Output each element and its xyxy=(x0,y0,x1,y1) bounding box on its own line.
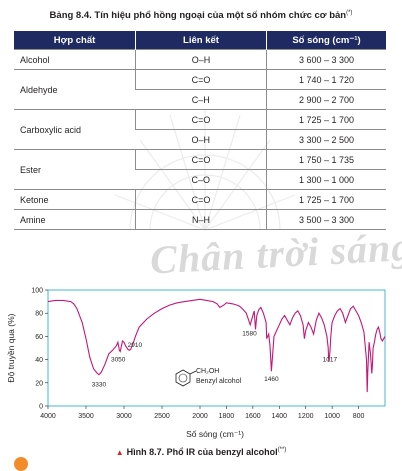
cell-bond: C–H xyxy=(135,89,267,110)
table-row: Carboxylic acid C=O 1 725 – 1 700 xyxy=(14,109,386,150)
triangle-icon: ▲ xyxy=(115,448,124,457)
cell-bond: C=O xyxy=(135,109,267,130)
cell-compound: Amine xyxy=(14,209,136,230)
x-tick-label: 800 xyxy=(353,413,365,420)
benzyl-alcohol-structure: CH₂OH Benzyl alcohol xyxy=(175,368,242,387)
peak-label: 1460 xyxy=(264,376,279,383)
cell-wavenumber: 3 500 – 3 300 xyxy=(266,209,386,230)
peak-label: 3330 xyxy=(92,382,107,389)
x-tick-label: 1400 xyxy=(271,413,287,420)
cell-compound: Alcohol xyxy=(14,49,136,70)
y-tick-label: 40 xyxy=(35,357,43,364)
table-row: Aldehyde C=O 1 740 – 1 720 xyxy=(14,69,386,110)
x-tick-label: 1800 xyxy=(219,413,235,420)
x-tick-label: 3500 xyxy=(78,413,94,420)
cell-bond: O–H xyxy=(135,49,267,70)
figure-caption: ▲ Hình 8.7. Phổ IR của benzyl alcohol(**) xyxy=(115,447,287,457)
y-axis-label: Độ truyền qua (%) xyxy=(6,313,16,382)
cell-wavenumber: 1 725 – 1 700 xyxy=(266,109,386,130)
cell-bond: O–H xyxy=(135,129,267,150)
table-row: C–O 1 300 – 1 000 xyxy=(14,169,386,190)
cell-bond: C=O xyxy=(135,189,267,210)
header-wavenumber: Số sóng (cm⁻¹) xyxy=(266,31,386,50)
page-corner-circle-icon xyxy=(14,457,28,471)
x-tick-label: 2500 xyxy=(154,413,170,420)
table-row: Ester C=O 1 750 – 1 735 xyxy=(14,149,386,190)
cell-wavenumber: 1 750 – 1 735 xyxy=(266,149,386,170)
y-tick-label: 60 xyxy=(35,334,43,341)
cell-bond: C–O xyxy=(135,169,267,190)
peak-label: 3050 xyxy=(111,356,126,363)
table-row: Ketone C=O 1 725 – 1 700 xyxy=(14,189,386,210)
cell-compound: Aldehyde xyxy=(14,69,136,110)
header-compound: Hợp chất xyxy=(14,31,136,50)
ir-series-line xyxy=(47,298,386,393)
cell-compound: Ester xyxy=(14,149,136,190)
cell-wavenumber: 2 900 – 2 700 xyxy=(266,89,386,110)
ir-spectrum-chart: 0 20 40 60 80 100 4000 3500 3000 2500 2000 1800 160… xyxy=(0,282,402,447)
cell-wavenumber: 3 300 – 2 500 xyxy=(266,129,386,150)
x-tick-label: 1000 xyxy=(324,413,340,420)
y-tick-label: 20 xyxy=(35,380,43,387)
cell-wavenumber: 1 300 – 1 000 xyxy=(266,169,386,190)
peak-label: 1580 xyxy=(242,330,257,337)
cell-wavenumber: 1 725 – 1 700 xyxy=(266,189,386,210)
table-row: O–H 3 300 – 2 500 xyxy=(14,129,386,150)
y-tick-label: 80 xyxy=(35,311,43,318)
cell-bond: N–H xyxy=(135,209,267,230)
table-row: Alcohol O–H 3 600 – 3 300 xyxy=(14,49,386,70)
cell-bond: C=O xyxy=(135,69,267,90)
table-row: Amine N–H 3 500 – 3 300 xyxy=(14,209,386,230)
plot-frame xyxy=(47,289,386,407)
y-tick-label: 0 xyxy=(39,404,43,411)
table-title: Bảng 8.4. Tín hiệu phổ hồng ngoại của mộ… xyxy=(49,10,353,22)
cell-wavenumber: 1 740 – 1 720 xyxy=(266,69,386,90)
ir-signal-table: Hợp chất Liên kết Số sóng (cm⁻¹) Alcohol… xyxy=(14,31,386,230)
cell-wavenumber: 3 600 – 3 300 xyxy=(266,49,386,70)
x-tick-label: 2000 xyxy=(192,413,208,420)
y-tick-label: 100 xyxy=(31,288,43,295)
structure-group-label: CH₂OH xyxy=(196,368,219,375)
x-axis-label: Số sóng (cm⁻¹) xyxy=(186,429,244,439)
header-bond: Liên kết xyxy=(135,31,267,50)
peak-label: 2910 xyxy=(128,342,143,349)
cell-compound: Ketone xyxy=(14,189,136,210)
structure-name-label: Benzyl alcohol xyxy=(196,378,242,385)
table-row: C–H 2 900 – 2 700 xyxy=(14,89,386,110)
x-tick-label: 3000 xyxy=(116,413,132,420)
peak-label: 1017 xyxy=(323,357,338,364)
x-tick-label: 1200 xyxy=(298,413,314,420)
cell-compound: Carboxylic acid xyxy=(14,109,136,150)
x-tick-label: 1600 xyxy=(245,413,261,420)
ir-spectrum-svg: 0 20 40 60 80 100 4000 3500 3000 2500 2000 1800 160… xyxy=(6,288,386,439)
x-tick-label: 4000 xyxy=(40,413,56,420)
cell-bond: C=O xyxy=(135,149,267,170)
